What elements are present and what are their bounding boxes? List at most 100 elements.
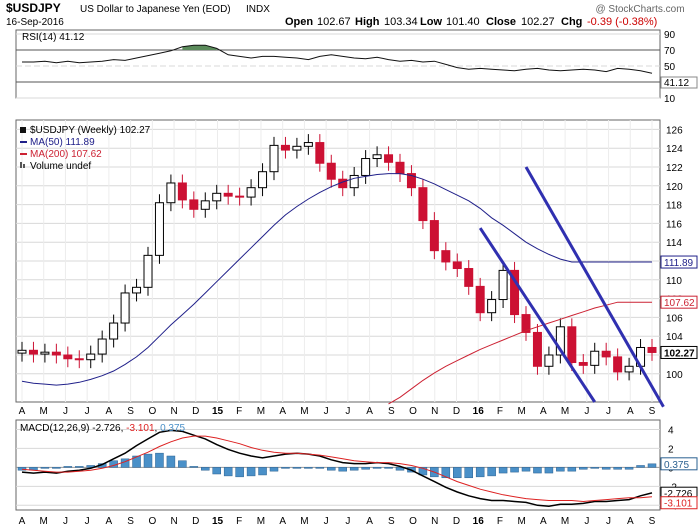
legend-price: $USDJPY (Weekly) 102.27: [30, 125, 151, 136]
macd-histogram-bar: [292, 467, 302, 469]
macd-histogram-bar: [556, 467, 565, 472]
macd-histogram-bar: [63, 466, 73, 468]
candle-body: [235, 195, 245, 198]
macd-histogram-bar: [590, 467, 599, 469]
candle-body: [109, 322, 119, 340]
candle-body: [303, 142, 313, 147]
macd-xtick-label: S: [127, 516, 134, 527]
price-xtick-label: S: [649, 406, 656, 417]
macd-histogram-bar: [418, 467, 428, 476]
price-xtick-label: F: [236, 406, 242, 417]
macd-histogram-bar: [17, 467, 27, 471]
macd-xtick-label: 16: [473, 516, 485, 527]
macd-histogram-bar: [75, 466, 84, 468]
candle-body: [189, 199, 199, 210]
price-ytick-label: 104: [666, 332, 683, 343]
candle-body: [544, 354, 554, 367]
rsi-ytick-label: 10: [664, 94, 676, 105]
macd-histogram-bar: [143, 453, 153, 468]
macd-histogram-bar: [624, 467, 634, 470]
candle-body: [429, 220, 439, 252]
candle-body: [17, 349, 27, 354]
signal-last-label: -3.101: [664, 499, 693, 510]
candle-body: [28, 349, 38, 355]
macd-line: [21, 429, 653, 507]
signal-last-label-box: [660, 496, 698, 510]
candle-body: [521, 314, 531, 333]
macd-xtick-label: J: [606, 516, 611, 527]
legend-ma50: MA(50) 111.89: [30, 137, 95, 148]
candle-body: [361, 158, 371, 176]
price-xtick-label: A: [540, 406, 547, 417]
price-xtick-label: J: [63, 406, 68, 417]
candle-body: [269, 144, 279, 173]
price-ytick-label: 120: [666, 182, 683, 193]
macd-title-prefix: MACD(12,26,9): [20, 423, 92, 434]
candle-body: [143, 254, 153, 288]
rsi-last-label: 41.12: [664, 78, 689, 89]
macd-xtick-label: S: [388, 516, 395, 527]
ma50-last-label: 111.89: [664, 258, 694, 269]
macd-histogram-bar: [338, 467, 347, 472]
channel-lower-line: [478, 227, 596, 403]
macd-histogram-bar: [212, 467, 221, 475]
candle-body: [154, 202, 164, 256]
price-legend: $USDJPY (Weekly) 102.27 MA(50) 111.89 MA…: [20, 125, 151, 172]
candle-body: [601, 350, 611, 358]
candle-body: [395, 161, 405, 175]
price-ytick-label: 110: [666, 276, 682, 287]
price-xtick-label: M: [517, 406, 525, 417]
macd-xtick-label: S: [649, 516, 656, 527]
macd-histogram-bar: [453, 467, 462, 479]
macd-histogram-bar: [636, 465, 645, 468]
candle-body: [86, 353, 96, 361]
price-ytick-label: 100: [666, 370, 683, 381]
price-ytick-label: 106: [666, 313, 683, 324]
open-value: 102.67: [317, 16, 351, 28]
price-xtick-label: J: [345, 406, 350, 417]
price-xtick-label: N: [170, 406, 177, 417]
macd-histogram-bar: [533, 467, 542, 474]
price-xtick-label: F: [497, 406, 503, 417]
macd-histogram-bar: [155, 452, 164, 468]
macd-histogram-bar: [315, 467, 325, 469]
price-xtick-label: A: [366, 406, 373, 417]
price-xtick-label: S: [127, 406, 134, 417]
macd-histogram-bar: [464, 467, 473, 479]
macd-histogram-bar: [166, 455, 176, 468]
macd-xtick-label: J: [345, 516, 350, 527]
high-label: High: [355, 16, 380, 28]
ma50-last-label-box: [660, 255, 698, 269]
macd-xtick-label: M: [40, 516, 48, 527]
price-xtick-label: D: [192, 406, 199, 417]
price-ytick-label: 124: [666, 144, 683, 155]
macd-panel: MACD(12,26,9) -2.726, -3.101, 0.375 420-…: [15, 419, 698, 527]
macd-histogram-bar: [235, 467, 244, 478]
macd-xtick-label: A: [279, 516, 286, 527]
rsi-ytick-label: 90: [664, 30, 676, 41]
price-xtick-label: A: [19, 406, 26, 417]
open-label: Open: [285, 16, 313, 28]
price-xtick-label: A: [627, 406, 634, 417]
price-ytick-label: 126: [666, 125, 683, 136]
macd-xtick-label: J: [324, 516, 329, 527]
candle-body: [452, 261, 462, 270]
macd-xtick-label: A: [19, 516, 26, 527]
macd-xtick-label: N: [431, 516, 438, 527]
price-xtick-label: 16: [473, 406, 485, 417]
candle-body: [624, 365, 634, 373]
chg-label: Chg: [561, 16, 582, 28]
macd-xtick-label: A: [627, 516, 634, 527]
rsi-line: [22, 44, 653, 74]
candle-body: [349, 174, 359, 189]
symbol-label: $USDJPY: [6, 1, 61, 15]
candle-body: [464, 268, 474, 287]
macd-histogram-bar: [521, 467, 531, 472]
low-value: 101.40: [446, 16, 480, 28]
macd-xtick-label: M: [561, 516, 569, 527]
candle-body: [532, 331, 542, 367]
candle-body: [578, 362, 588, 366]
macd-xtick-label: D: [192, 516, 199, 527]
